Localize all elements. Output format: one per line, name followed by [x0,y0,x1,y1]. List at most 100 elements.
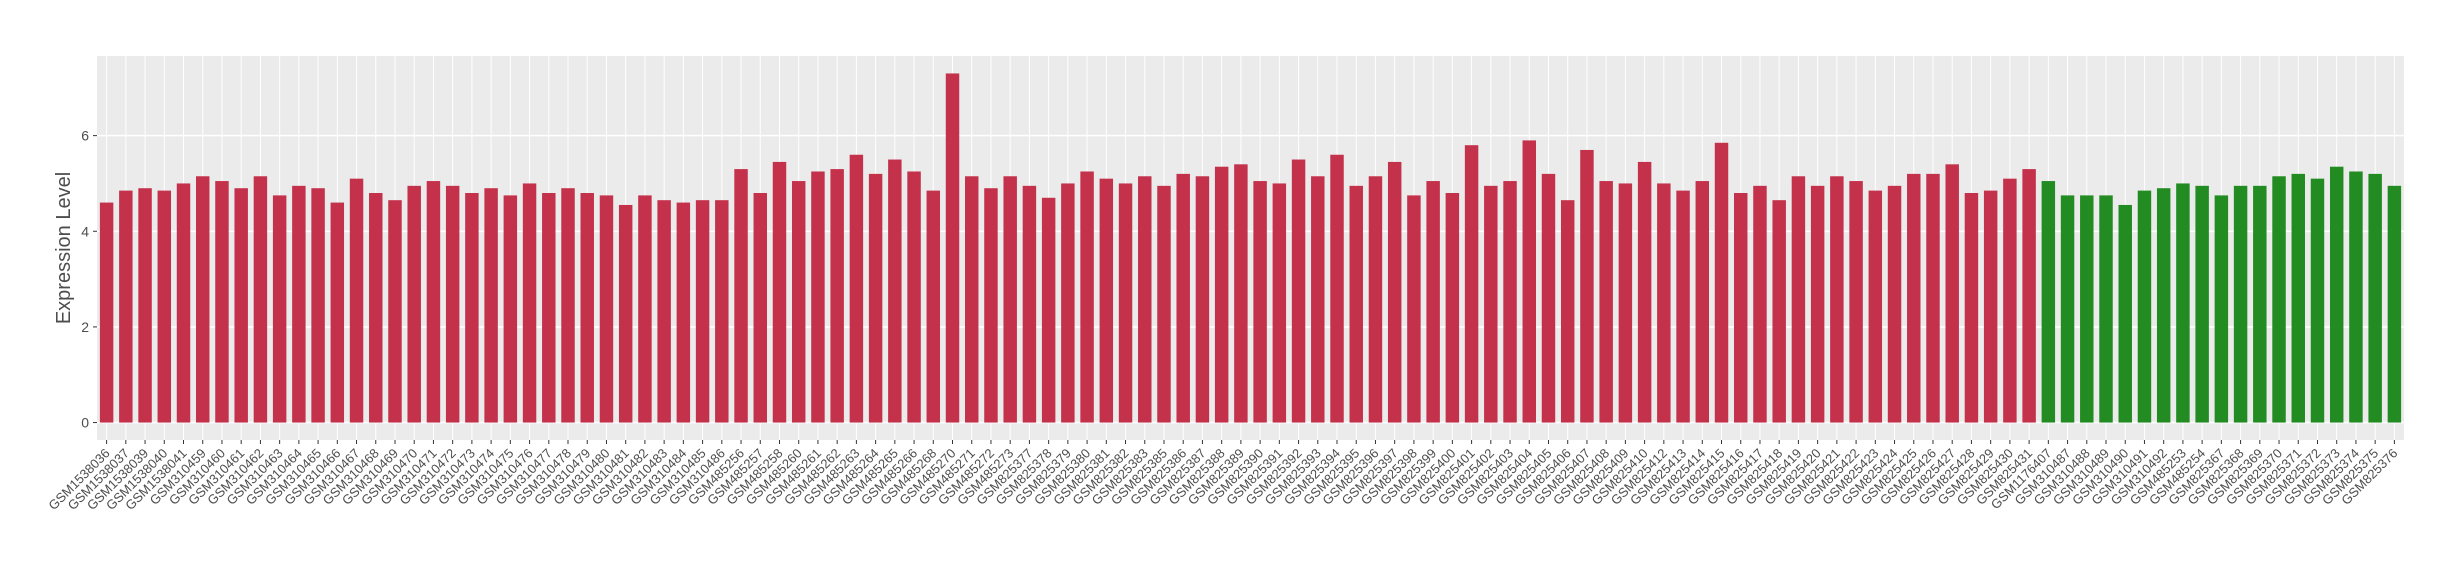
y-tick-label: 4 [81,223,89,239]
bar [2099,195,2113,423]
bar [1041,197,1056,423]
bar [1907,173,1921,423]
bar [580,193,594,423]
bar [2310,178,2325,423]
bar [2329,166,2344,423]
bar [1599,181,1613,423]
bar [1368,176,1383,423]
bar [599,195,614,423]
bar [1080,171,1094,423]
bar [1195,176,1210,423]
bar [811,171,825,423]
bar [349,178,364,423]
bar [1830,176,1844,423]
bar [2080,195,2094,423]
bar [1503,181,1517,423]
bar [561,188,575,423]
bar [1734,193,1748,423]
bar [2156,188,2171,423]
bar [1868,190,1883,423]
bar [1983,190,1998,423]
bar [1138,176,1152,423]
bar [1772,200,1786,423]
bar [215,181,229,423]
bar [1791,176,1806,423]
y-tick-label: 6 [81,128,89,144]
bar [657,200,671,423]
bar [1349,185,1363,423]
bar [484,188,498,423]
y-axis-title: Expression Level [53,172,75,324]
bar [1541,173,1556,423]
bar [234,188,248,423]
bar [2060,195,2075,423]
bar [1560,200,1575,423]
bar [1099,178,1114,423]
bar [1330,154,1344,423]
bar [1945,164,1959,423]
bar [2003,178,2017,423]
bar [1157,185,1171,423]
bar [522,183,537,423]
y-tick-label: 0 [81,415,89,431]
bar [2118,204,2132,423]
bar [1618,183,1633,423]
bar [542,193,556,423]
bar [1387,161,1402,423]
bar [1753,185,1767,423]
bar [830,169,844,423]
bar [157,190,172,423]
bar [465,193,479,423]
bar [1926,173,1940,423]
bar [1061,183,1075,423]
bar [1176,173,1190,423]
bar [1964,193,1979,423]
bar [176,183,191,423]
bar [715,200,729,423]
bar [926,190,941,423]
bar [1253,181,1267,423]
bar [1522,140,1536,423]
bar [426,181,441,423]
bar [272,195,287,423]
bar [407,185,421,423]
bar [849,154,864,423]
bar [753,193,767,423]
bar [369,193,383,423]
bar [1003,176,1017,423]
bar [445,185,460,423]
bar [907,171,921,423]
bar [2195,185,2209,423]
bar [965,176,979,423]
bar [1022,185,1037,423]
bar [1676,190,1690,423]
bar [2233,185,2248,423]
bar [2176,183,2190,423]
bar [1445,193,1460,423]
bar [772,161,787,423]
bar [292,185,306,423]
bar [1118,183,1133,423]
bar [196,176,210,423]
bar [119,190,133,423]
bar [2368,173,2382,423]
bar [638,195,652,423]
bar [2349,171,2363,423]
bar [2291,173,2305,423]
bar [138,188,152,423]
bar [388,200,402,423]
bar [1657,183,1671,423]
bar [253,176,268,423]
bar [1272,183,1287,423]
bar [984,188,998,423]
y-tick-label: 2 [81,319,89,335]
bar [1580,149,1594,423]
bar [2137,190,2152,423]
bar [1291,159,1306,423]
bar [734,169,748,423]
bar [503,195,518,423]
bar [1810,185,1825,423]
bar [1234,164,1248,423]
bar [1311,176,1325,423]
